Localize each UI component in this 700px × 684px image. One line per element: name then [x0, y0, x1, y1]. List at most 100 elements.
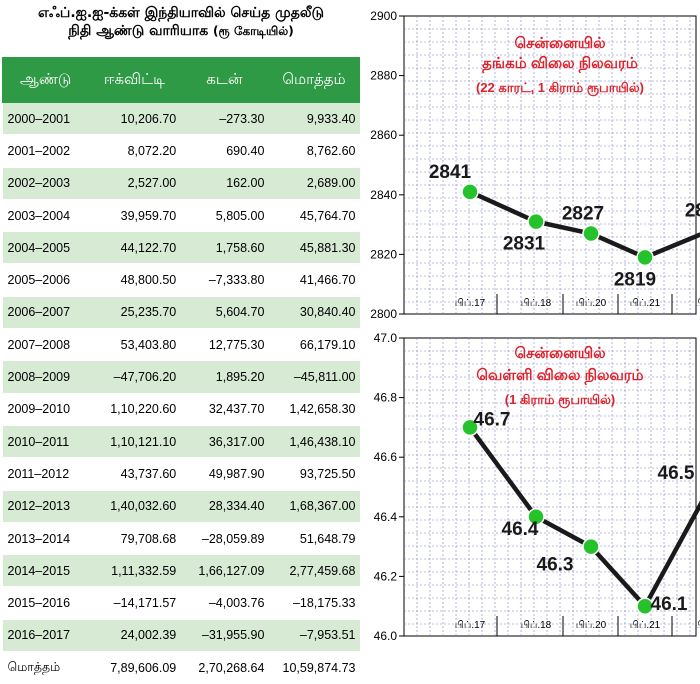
data-point [527, 212, 545, 231]
cell-total: 30,840.40 [268, 296, 360, 330]
cell-equity: 2,527.00 [88, 167, 181, 200]
y-tick-label: 2880 [370, 69, 397, 83]
cell-year: 2014–2015 [2, 554, 89, 588]
x-tick-label: பிப்.17 [455, 620, 486, 631]
y-tick-label: 2820 [370, 247, 397, 261]
price-charts-panel: 2800 2820 2840 2860 2880 2900 பிப்.17 பிப்.18 பி… [362, 0, 700, 656]
cell-debt: –273.30 [180, 102, 269, 136]
data-point [636, 248, 654, 267]
data-point [461, 418, 479, 437]
table-row: 2009–2010 1,10,220.60 32,437.70 1,42,658.30 [2, 393, 360, 426]
col-header-debt: கடன் [179, 57, 269, 103]
cell-debt: 5,604.70 [180, 296, 269, 330]
cell-total: 1,68,367.00 [268, 490, 360, 523]
table-row: 2003–2004 39,959.70 5,805.00 45,764.70 [2, 199, 360, 233]
cell-debt: –7,333.80 [180, 263, 269, 297]
x-tick-label: பிப்.22 [695, 620, 700, 631]
cell-equity: 1,10,121.10 [88, 425, 181, 459]
table-row: 2016–2017 24,002.39 –31,955.90 –7,953.51 [2, 619, 360, 653]
x-tick-label: பிப்.18 [521, 298, 552, 309]
cell-equity: 10,206.70 [88, 102, 181, 136]
cell-year: 2001–2002 [2, 134, 89, 168]
table-header-row: ஆண்டு ஈக்விட்டி கடன் மொத்தம் [1, 57, 361, 103]
table-row: 2007–2008 53,403.80 12,775.30 66,179.10 [2, 328, 360, 362]
data-point [582, 537, 600, 556]
y-tick-label: 2840 [370, 188, 397, 202]
total-total: 10,59,874.73 [268, 651, 360, 684]
y-tick-label: 2860 [370, 128, 397, 142]
table-row: 2011–2012 43,737.60 49,987.90 93,725.50 [2, 457, 360, 491]
cell-equity: 24,002.39 [88, 619, 181, 653]
x-tick-label: பிப்.18 [521, 620, 552, 631]
chart-unit-note: (1 கிராம் ரூபாயில்) [505, 392, 616, 408]
cell-equity: –47,706.20 [88, 360, 181, 394]
cell-year: 2000–2001 [2, 102, 89, 136]
cell-debt: 32,437.70 [180, 393, 269, 426]
cell-year: 2009–2010 [2, 393, 89, 426]
cell-debt: 1,758.60 [180, 231, 269, 265]
cell-year: 2004–2005 [2, 231, 89, 265]
table-row: 2010–2011 1,10,121.10 36,317.00 1,46,438.10 [2, 425, 360, 459]
cell-equity: 44,122.70 [88, 231, 181, 265]
cell-total: –45,811.00 [268, 360, 360, 394]
cell-debt: 1,895.20 [180, 360, 269, 394]
total-equity: 7,89,606.09 [88, 651, 181, 684]
data-label: 46.1 [651, 594, 688, 615]
table-title-unit: (ரூ கோடியில்) [213, 24, 294, 38]
cell-total: 66,179.10 [268, 328, 360, 362]
table-row: 2005–2006 48,800.50 –7,333.80 41,466.70 [2, 263, 360, 297]
total-debt: 2,70,268.64 [180, 651, 269, 684]
col-header-total: மொத்தம் [267, 57, 361, 103]
table-row: 2014–2015 1,11,332.59 1,66,127.09 2,77,459.… [2, 554, 360, 588]
cell-year: 2012–2013 [2, 490, 89, 523]
total-year: மொத்தம் [2, 651, 89, 684]
cell-equity: 1,40,032.60 [88, 490, 181, 523]
table-row: 2015–2016 –14,171.57 –4,003.76 –18,175.33 [2, 586, 360, 620]
cell-debt: 690.40 [180, 134, 269, 168]
cell-total: 41,466.70 [268, 263, 360, 297]
table-row: 2013–2014 79,708.68 –28,059.89 51,648.79 [2, 522, 360, 556]
table-body: 2000–2001 10,206.70 –273.30 9,933.40 2001–20… [2, 102, 360, 684]
chart-1: 46.0 46.2 46.4 46.6 46.8 47.0 பிப்.17 பிப்.18 பி… [374, 331, 700, 643]
col-header-equity: ஈக்விட்டி [88, 57, 181, 103]
data-label: 46.3 [537, 555, 574, 576]
cell-total: 1,42,658.30 [268, 393, 360, 426]
cell-debt: 162.00 [180, 167, 269, 200]
fii-investment-table: ஆண்டு ஈக்விட்டி கடன் மொத்தம் 2000–2001 10… [1, 57, 361, 684]
cell-equity: 1,10,220.60 [88, 393, 181, 426]
x-tick-label: பிப்.21 [630, 620, 661, 631]
cell-equity: 43,737.60 [88, 457, 181, 491]
cell-year: 2003–2004 [2, 199, 89, 233]
x-tick-label: பிப்.20 [576, 298, 607, 309]
data-point [582, 224, 600, 243]
cell-year: 2016–2017 [2, 619, 89, 653]
table-title-line2: நிதி ஆண்டு வாரியாக (ரூ கோடியில்) [0, 22, 362, 40]
cell-equity: 25,235.70 [88, 296, 181, 330]
cell-total: 45,881.30 [268, 231, 360, 265]
col-header-year: ஆண்டு [1, 57, 90, 103]
cell-year: 2005–2006 [2, 263, 89, 297]
cell-year: 2008–2009 [2, 360, 89, 394]
data-point [527, 508, 545, 526]
data-label: 2828 [685, 201, 700, 222]
x-tick-label: பிப்.20 [576, 620, 607, 631]
data-label: 2841 [429, 162, 472, 183]
cell-equity: 39,959.70 [88, 199, 181, 233]
cell-total: 8,762.60 [268, 134, 360, 168]
chart-subtitle: தங்கம் விலை நிலவரம் [482, 55, 638, 73]
data-label: 2827 [562, 204, 604, 225]
cell-equity: –14,171.57 [88, 586, 181, 620]
cell-total: –18,175.33 [268, 586, 360, 620]
data-label: 46.4 [502, 519, 539, 540]
chart-unit-note: (22 காரட், 1 கிராம் ரூபாயில்) [476, 80, 644, 96]
cell-equity: 8,072.20 [88, 134, 181, 168]
chart-frame [403, 337, 697, 637]
table-title-text: நிதி ஆண்டு வாரியாக [68, 23, 209, 39]
data-label: 2819 [614, 269, 656, 290]
cell-debt: 36,317.00 [180, 425, 269, 459]
x-tick-label: பிப்.17 [455, 298, 486, 309]
cell-debt: 1,66,127.09 [180, 554, 269, 588]
y-tick-label: 46.8 [374, 391, 398, 405]
table-row: 2002–2003 2,527.00 162.00 2,689.00 [2, 167, 360, 200]
cell-year: 2015–2016 [2, 586, 89, 620]
